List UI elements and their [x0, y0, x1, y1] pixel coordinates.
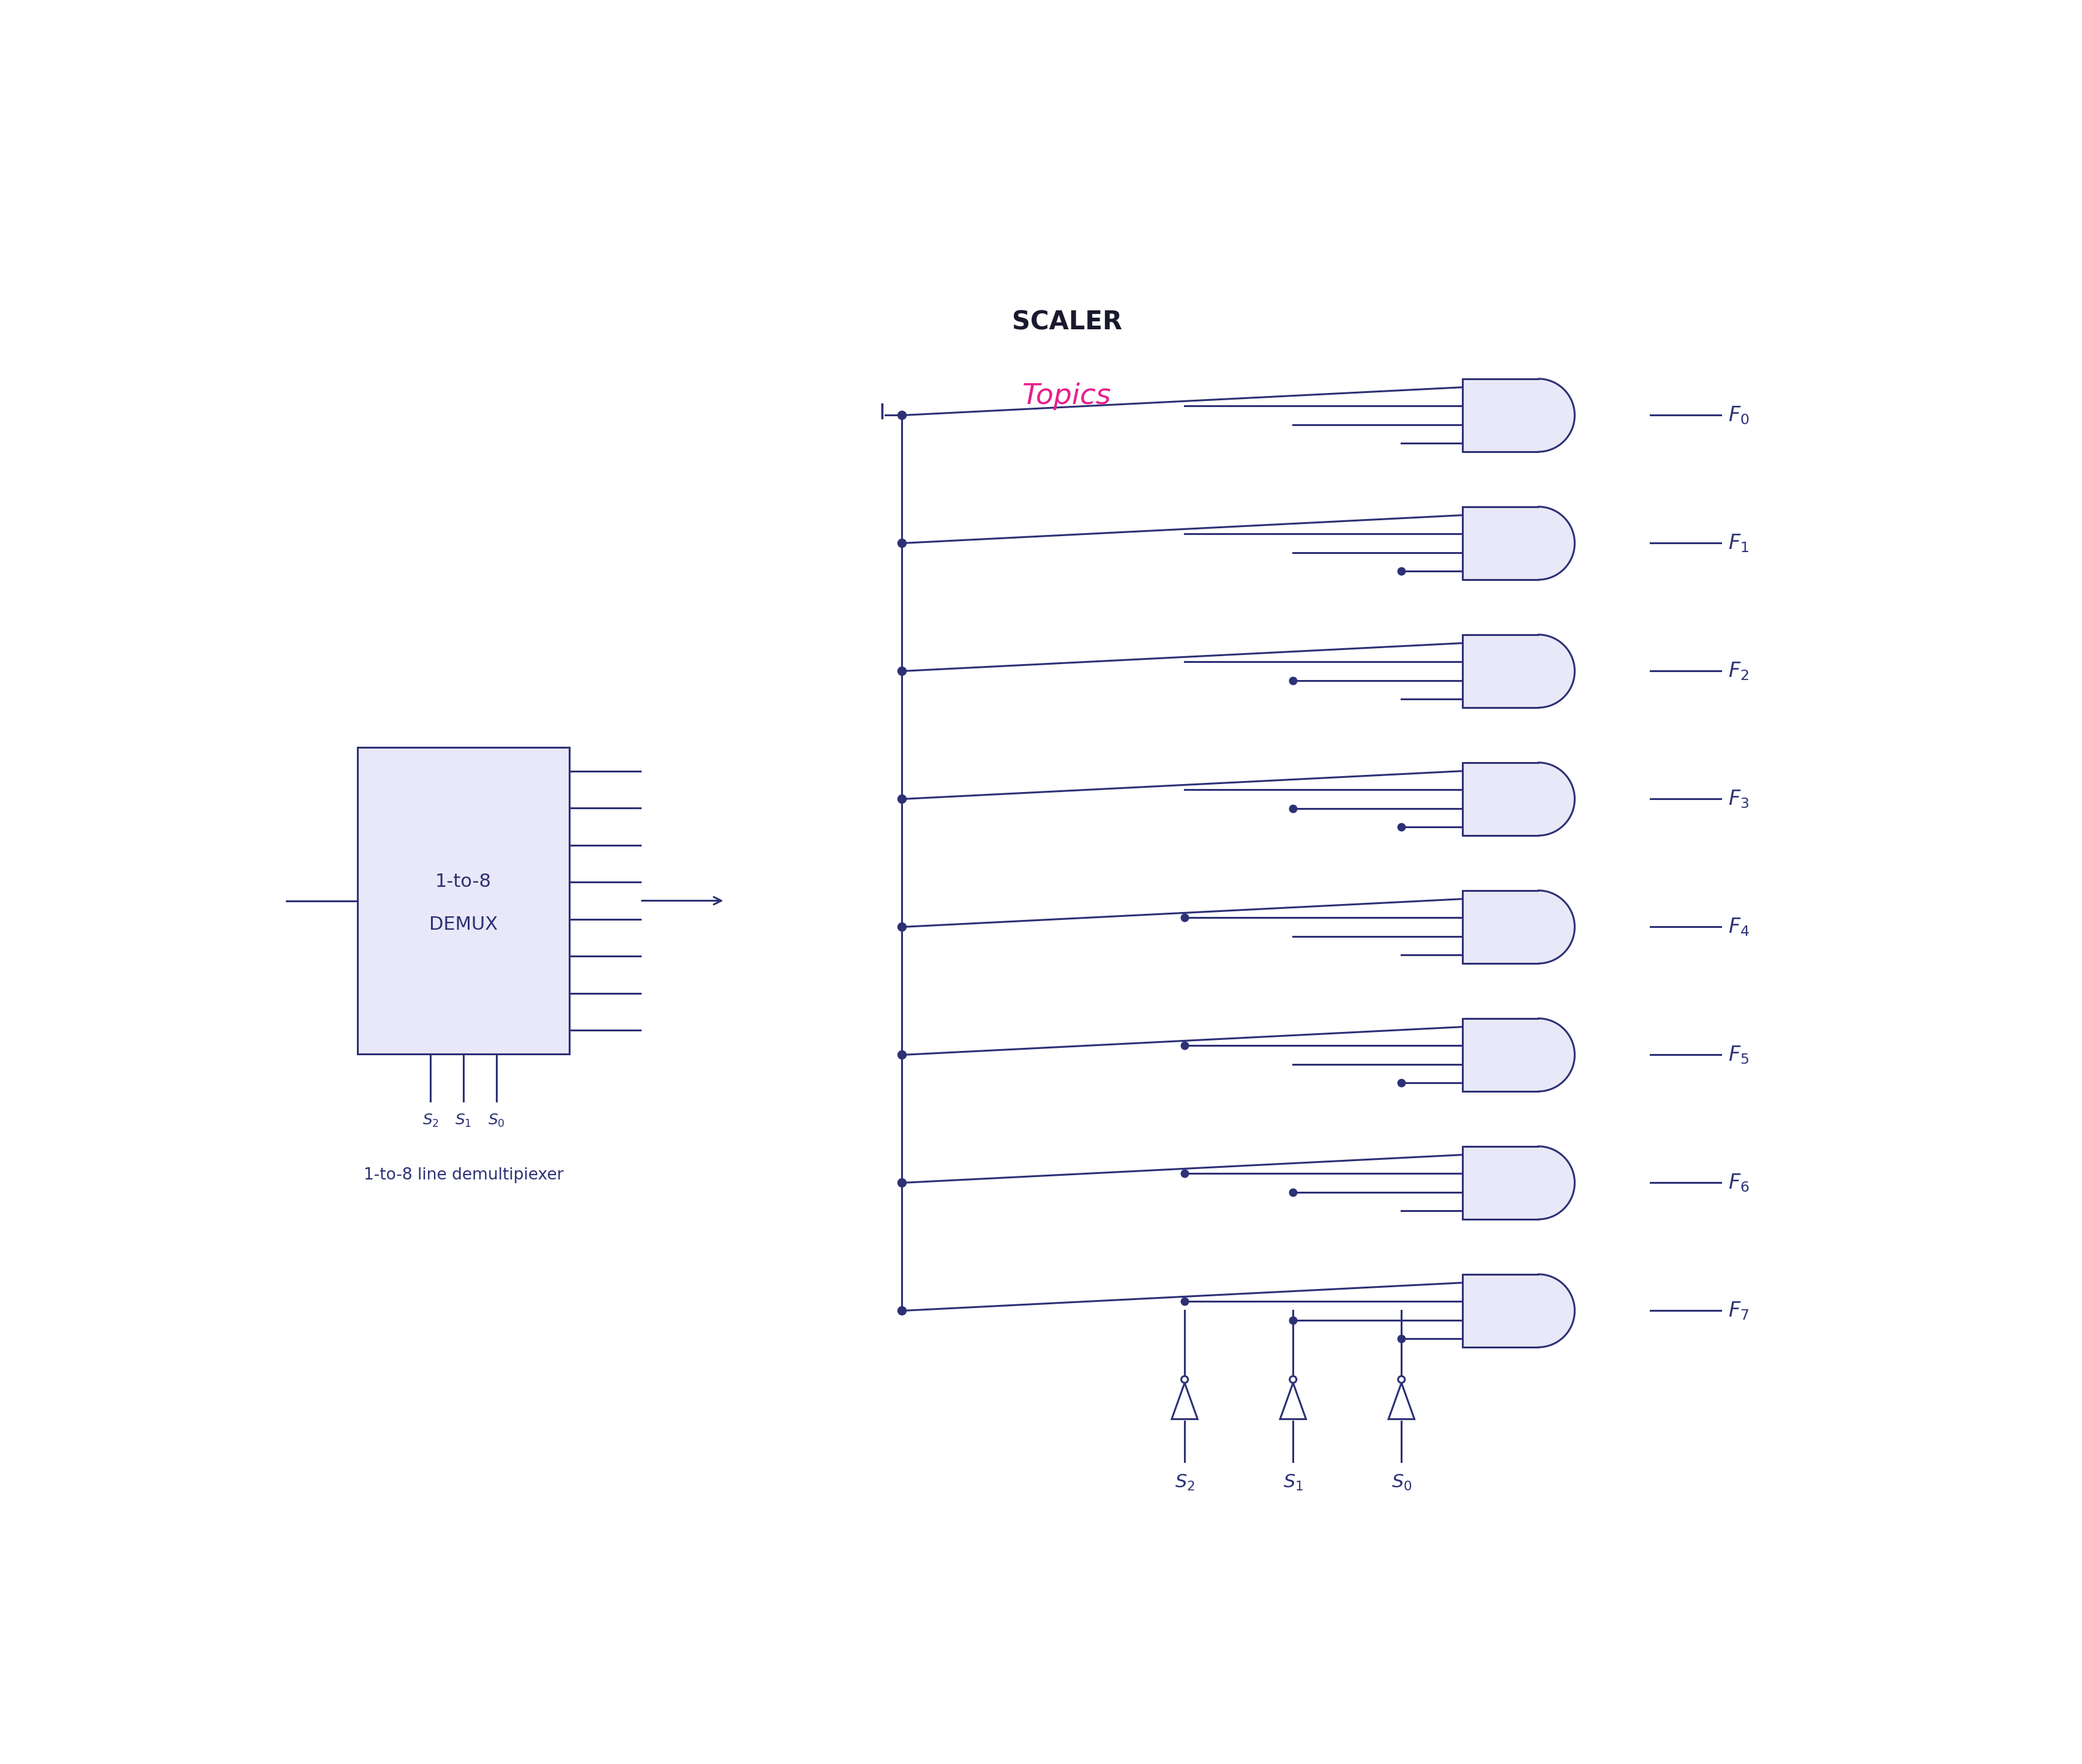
Bar: [1464, 635, 1539, 707]
Bar: [1464, 1274, 1539, 1348]
Text: $F_7$: $F_7$: [1728, 1300, 1749, 1321]
Polygon shape: [1539, 506, 1574, 580]
Text: $F_5$: $F_5$: [1728, 1044, 1749, 1065]
Bar: [358, 748, 570, 1053]
Polygon shape: [1539, 1018, 1574, 1092]
Text: $S_0$: $S_0$: [487, 1113, 506, 1129]
Polygon shape: [1539, 762, 1574, 836]
Bar: [1464, 506, 1539, 580]
Text: I: I: [879, 402, 885, 423]
Circle shape: [1180, 1376, 1189, 1383]
Text: $F_1$: $F_1$: [1728, 533, 1749, 554]
Text: DEMUX: DEMUX: [429, 916, 498, 933]
Polygon shape: [1539, 891, 1574, 963]
Circle shape: [1289, 1376, 1297, 1383]
Polygon shape: [1172, 1383, 1197, 1420]
Text: Topics: Topics: [1022, 383, 1112, 409]
Polygon shape: [1539, 1147, 1574, 1219]
Polygon shape: [1539, 635, 1574, 707]
Text: $S_1$: $S_1$: [1283, 1473, 1303, 1492]
Polygon shape: [1539, 1274, 1574, 1348]
Circle shape: [1399, 1376, 1405, 1383]
Bar: [1464, 1147, 1539, 1219]
Text: $F_3$: $F_3$: [1728, 789, 1749, 810]
Text: $S_1$: $S_1$: [456, 1113, 473, 1129]
Bar: [1464, 1018, 1539, 1092]
Text: SCALER: SCALER: [1012, 309, 1122, 335]
Bar: [1464, 891, 1539, 963]
Polygon shape: [1280, 1383, 1305, 1420]
Text: $S_2$: $S_2$: [1174, 1473, 1195, 1492]
Text: $S_2$: $S_2$: [423, 1113, 439, 1129]
Text: $F_0$: $F_0$: [1728, 404, 1749, 425]
Polygon shape: [1539, 379, 1574, 452]
Text: $F_2$: $F_2$: [1728, 660, 1749, 681]
Text: 1-to-8 line demultipiexer: 1-to-8 line demultipiexer: [364, 1168, 564, 1184]
Text: $F_6$: $F_6$: [1728, 1173, 1749, 1194]
Bar: [1464, 379, 1539, 452]
Text: $S_0$: $S_0$: [1391, 1473, 1412, 1492]
Bar: [1464, 762, 1539, 836]
Text: $F_4$: $F_4$: [1728, 916, 1749, 938]
Text: 1-to-8: 1-to-8: [435, 873, 491, 891]
Polygon shape: [1389, 1383, 1414, 1420]
